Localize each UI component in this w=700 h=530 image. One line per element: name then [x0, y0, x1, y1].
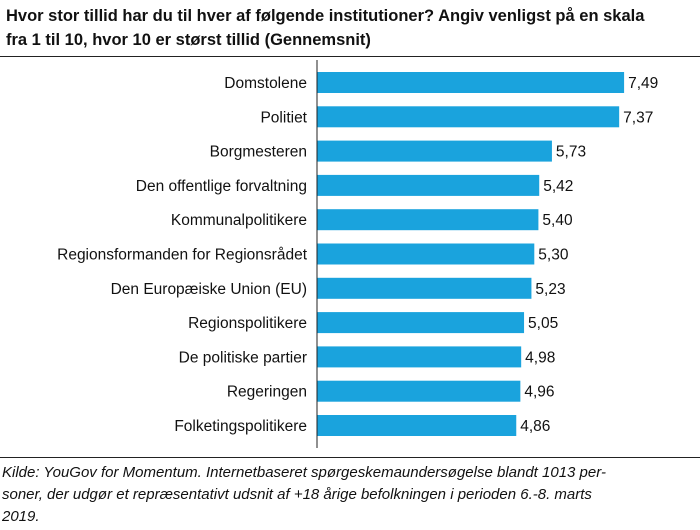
category-label-8: De politiske partier	[179, 349, 307, 366]
value-label-6: 5,23	[535, 281, 565, 298]
bars-group: Domstolene 7,49 Politiet 7,37 Borgmesteren 5,…	[57, 72, 658, 436]
chart-title-line-2: fra 1 til 10, hvor 10 er størst tillid (…	[6, 31, 371, 49]
source-line-3: 2019.	[2, 508, 40, 525]
value-label-3: 5,42	[543, 178, 573, 195]
source-line-1: Kilde: YouGov for Momentum. Internetbase…	[2, 464, 606, 481]
category-label-4: Kommunalpolitikere	[171, 212, 307, 229]
value-label-5: 5,30	[538, 247, 569, 264]
value-label-0: 7,49	[628, 75, 658, 92]
category-label-6: Den Europæiske Union (EU)	[111, 281, 307, 298]
bar-7	[317, 312, 525, 334]
bar-8	[317, 346, 522, 368]
value-label-8: 4,98	[525, 349, 555, 366]
source-note: Kilde: YouGov for Momentum. Internetbase…	[2, 462, 696, 528]
chart-title: Hvor stor tillid har du til hver af følg…	[6, 4, 696, 52]
top-divider	[0, 56, 700, 57]
category-label-5: Regionsformanden for Regionsrådet	[57, 247, 308, 264]
bar-10	[317, 415, 517, 436]
category-label-10: Folketingspolitikere	[174, 418, 307, 435]
category-label-9: Regeringen	[227, 384, 307, 401]
chart-title-line-1: Hvor stor tillid har du til hver af følg…	[6, 7, 645, 25]
value-label-2: 5,73	[556, 144, 586, 161]
value-label-4: 5,40	[542, 212, 573, 229]
category-label-2: Borgmesteren	[210, 144, 307, 161]
bar-chart: Domstolene 7,49 Politiet 7,37 Borgmesteren 5,…	[57, 60, 658, 448]
value-label-7: 5,05	[528, 315, 558, 332]
bar-5	[317, 243, 535, 265]
category-label-1: Politiet	[260, 109, 307, 126]
bottom-divider	[0, 457, 700, 458]
bar-0	[317, 72, 625, 93]
value-label-1: 7,37	[623, 109, 653, 126]
bar-2	[317, 140, 552, 162]
source-line-2: soner, der udgør et repræsentativt udsni…	[2, 486, 592, 503]
bar-3	[317, 174, 540, 196]
bar-6	[317, 277, 532, 299]
bar-9	[317, 380, 521, 402]
category-label-3: Den offentlige forvaltning	[136, 178, 307, 195]
value-label-9: 4,96	[524, 384, 554, 401]
value-label-10: 4,86	[520, 418, 550, 435]
category-label-0: Domstolene	[224, 75, 307, 92]
category-label-7: Regionspolitikere	[188, 315, 307, 332]
bar-1	[317, 106, 620, 128]
bar-4	[317, 209, 539, 231]
